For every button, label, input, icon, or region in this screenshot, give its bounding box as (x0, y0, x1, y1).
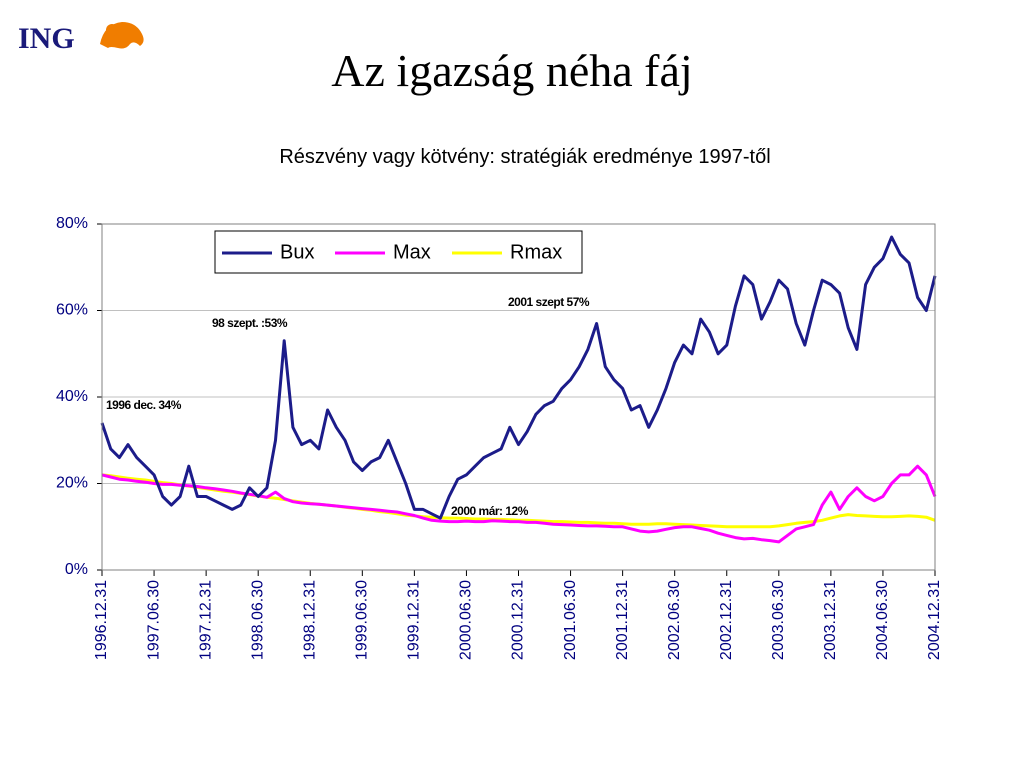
x-tick-label: 2002.12.31 (718, 580, 735, 660)
annotation: 1996 dec. 34% (106, 398, 182, 412)
x-tick-label: 1998.06.30 (249, 580, 266, 660)
annotation: 2001 szept 57% (508, 295, 590, 309)
legend: Bux Max Rmax (214, 230, 583, 274)
x-tick-label: 2004.06.30 (874, 580, 891, 660)
y-tick-label: 60% (56, 302, 88, 319)
series-line (101, 473, 936, 529)
y-tick-label: 80% (56, 215, 88, 232)
series-line (100, 235, 937, 520)
x-tick-label: 2001.06.30 (562, 580, 579, 660)
legend-label: Max (393, 241, 431, 263)
logo-lion (100, 22, 144, 49)
x-tick-label: 2000.12.31 (510, 580, 527, 660)
logo-text: ING (18, 22, 75, 55)
y-tick-label: 0% (65, 561, 88, 578)
x-tick-label: 1997.12.31 (197, 580, 214, 660)
plot-border (101, 223, 936, 571)
annotation: 98 szept. :53% (212, 316, 288, 330)
x-tick-label: 2003.06.30 (770, 580, 787, 660)
x-tick-label: 1999.12.31 (406, 580, 423, 660)
legend-label: Bux (280, 241, 314, 263)
x-tick-label: 1997.06.30 (145, 580, 162, 660)
slide-title: Az igazság néha fáj (331, 45, 692, 96)
annotation: 2000 már: 12% (451, 504, 529, 518)
x-tick-label: 2002.06.30 (666, 580, 683, 660)
x-tick-label: 2004.12.31 (926, 580, 943, 660)
plot-area: 0% 20% 40% 60% 80% 1996.12.31 1997.06.30 1997.1… (56, 215, 943, 660)
x-tick-label: 2000.06.30 (458, 580, 475, 660)
series-line (101, 464, 937, 544)
y-tick-label: 20% (56, 475, 88, 492)
x-tick-label: 2003.12.31 (822, 580, 839, 660)
x-tick-label: 1998.12.31 (301, 580, 318, 660)
legend-box (214, 230, 583, 274)
y-tick-label: 40% (56, 388, 88, 405)
x-tick-label: 1996.12.31 (93, 580, 110, 660)
x-tick-label: 1999.06.30 (354, 580, 371, 660)
legend-label: Rmax (510, 241, 562, 263)
chart-title: Részvény vagy kötvény: stratégiák eredmé… (279, 146, 770, 168)
x-tick-label: 2001.12.31 (614, 580, 631, 660)
